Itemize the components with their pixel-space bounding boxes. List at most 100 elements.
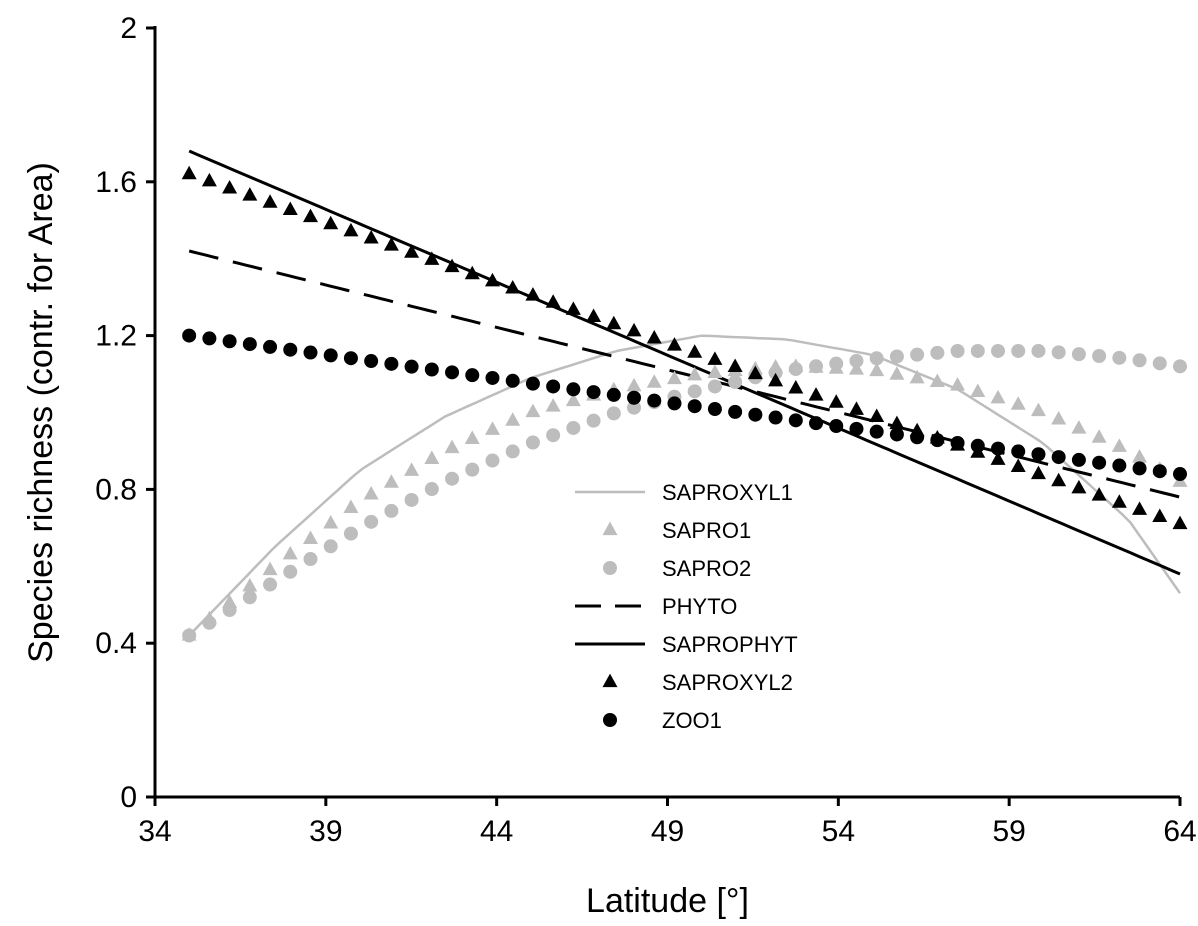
marker-zoo1 — [364, 354, 379, 369]
marker-zoo1 — [991, 441, 1006, 456]
marker-sapro1 — [383, 474, 399, 488]
marker-sapro2 — [849, 353, 864, 368]
marker-sapro1 — [848, 361, 864, 375]
x-axis-title: Latitude [°] — [586, 882, 749, 920]
legend-label-saprophyt: SAPROPHYT — [662, 632, 798, 657]
y-tick-label: 0.4 — [95, 627, 137, 660]
marker-saproxyl2 — [747, 365, 763, 380]
marker-sapro1 — [565, 392, 581, 407]
x-tick-label: 54 — [822, 815, 855, 848]
marker-sapro2 — [263, 577, 278, 592]
marker-sapro2 — [1051, 345, 1066, 360]
marker-zoo1 — [970, 438, 985, 453]
marker-sapro2 — [364, 514, 379, 529]
legend-label-saproxyl1: SAPROXYL1 — [662, 480, 793, 505]
marker-sapro1 — [970, 383, 986, 397]
marker-zoo1 — [768, 410, 783, 425]
legend-label-zoo1: ZOO1 — [662, 708, 722, 733]
marker-sapro2 — [586, 413, 601, 428]
marker-zoo1 — [384, 356, 399, 371]
marker-saproxyl2 — [545, 294, 561, 308]
marker-saproxyl2 — [363, 230, 379, 244]
legend-swatch-sapro2 — [603, 561, 617, 575]
marker-sapro1 — [990, 389, 1006, 404]
marker-sapro1 — [687, 366, 703, 381]
marker-sapro1 — [1010, 396, 1026, 410]
marker-sapro2 — [505, 444, 520, 459]
legend-swatch-zoo1 — [603, 713, 617, 727]
marker-sapro1 — [262, 561, 278, 576]
marker-sapro2 — [343, 526, 358, 541]
marker-sapro2 — [182, 628, 197, 643]
marker-zoo1 — [303, 345, 318, 360]
marker-sapro1 — [444, 439, 460, 454]
marker-sapro1 — [929, 373, 945, 388]
legend-label-sapro2: SAPRO2 — [662, 556, 751, 581]
marker-zoo1 — [667, 396, 682, 411]
marker-saproxyl2 — [565, 301, 581, 315]
marker-sapro2 — [202, 615, 217, 630]
marker-sapro2 — [869, 351, 884, 366]
marker-sapro2 — [1173, 359, 1187, 374]
ticks: 34 39 44 49 54 59 64 0 0.4 0.8 1.2 1.6 2 — [95, 12, 1196, 848]
marker-zoo1 — [485, 370, 500, 385]
marker-zoo1 — [647, 393, 662, 408]
marker-zoo1 — [788, 413, 803, 428]
marker-sapro2 — [1011, 343, 1026, 358]
marker-sapro1 — [505, 412, 521, 426]
marker-saproxyl2 — [282, 201, 298, 215]
marker-sapro2 — [970, 343, 985, 358]
marker-sapro2 — [566, 420, 581, 435]
marker-sapro1 — [323, 514, 339, 529]
marker-saproxyl2 — [727, 358, 743, 373]
marker-saproxyl2 — [646, 329, 662, 344]
marker-zoo1 — [849, 421, 864, 436]
marker-sapro2 — [728, 374, 743, 389]
marker-saproxyl2 — [1152, 508, 1168, 522]
marker-sapro2 — [950, 344, 965, 359]
marker-saproxyl2 — [1030, 465, 1046, 480]
marker-sapro2 — [465, 462, 480, 477]
marker-zoo1 — [1011, 444, 1026, 459]
marker-sapro2 — [546, 428, 561, 443]
marker-zoo1 — [950, 435, 965, 450]
marker-sapro2 — [242, 590, 257, 605]
y-tick-label: 2 — [120, 12, 137, 45]
legend-label-sapro1: SAPRO1 — [662, 518, 751, 543]
marker-sapro2 — [788, 362, 803, 377]
marker-saproxyl2 — [848, 401, 864, 415]
series-line-saprophyt — [188, 149, 1181, 576]
marker-saproxyl2 — [626, 322, 642, 337]
marker-sapro1 — [1051, 411, 1067, 425]
marker-saproxyl2 — [1111, 494, 1127, 508]
x-tick-label: 44 — [480, 815, 513, 848]
legend-swatch-saproxyl2 — [602, 673, 618, 688]
marker-sapro1 — [889, 366, 905, 380]
series-line-phyto — [188, 249, 1181, 499]
marker-zoo1 — [1152, 464, 1167, 479]
marker-zoo1 — [606, 387, 621, 402]
marker-sapro1 — [1030, 402, 1046, 417]
marker-saproxyl2 — [444, 258, 460, 273]
marker-saproxyl2 — [181, 165, 197, 180]
legend: SAPROXYL1 SAPRO1 SAPRO2 PHYTO SAPROPHYT SAPRO… — [575, 480, 798, 733]
marker-saproxyl2 — [586, 308, 602, 323]
plot-markers — [181, 165, 1188, 643]
marker-saproxyl2 — [383, 237, 399, 251]
marker-sapro1 — [282, 545, 298, 560]
marker-sapro1 — [909, 369, 925, 384]
plot-lines — [188, 149, 1182, 637]
marker-sapro2 — [525, 435, 540, 450]
marker-sapro1 — [1132, 449, 1148, 463]
x-tick-label: 49 — [651, 815, 684, 848]
marker-sapro1 — [869, 362, 885, 377]
marker-saproxyl2 — [889, 415, 905, 430]
marker-sapro1 — [626, 377, 642, 392]
series-line-saproxyl1 — [188, 334, 1182, 637]
marker-zoo1 — [586, 385, 601, 400]
marker-zoo1 — [930, 433, 945, 448]
marker-sapro2 — [829, 356, 844, 371]
marker-sapro1 — [363, 486, 379, 500]
y-tick-label: 1.2 — [95, 320, 137, 353]
marker-sapro2 — [1092, 349, 1107, 364]
